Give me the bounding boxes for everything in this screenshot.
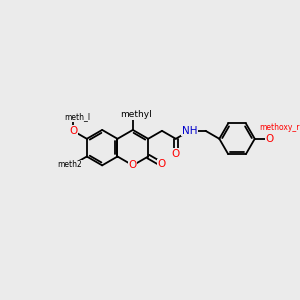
Text: O: O	[129, 160, 137, 170]
Text: methyl: methyl	[120, 110, 152, 119]
Text: O: O	[157, 159, 165, 169]
Text: O: O	[70, 126, 78, 136]
Text: O: O	[172, 149, 180, 159]
Text: O: O	[266, 134, 274, 144]
Text: meth_l: meth_l	[64, 112, 90, 121]
Text: methoxy_r: methoxy_r	[259, 123, 300, 132]
Text: meth2: meth2	[58, 160, 82, 169]
Text: NH: NH	[182, 126, 197, 136]
